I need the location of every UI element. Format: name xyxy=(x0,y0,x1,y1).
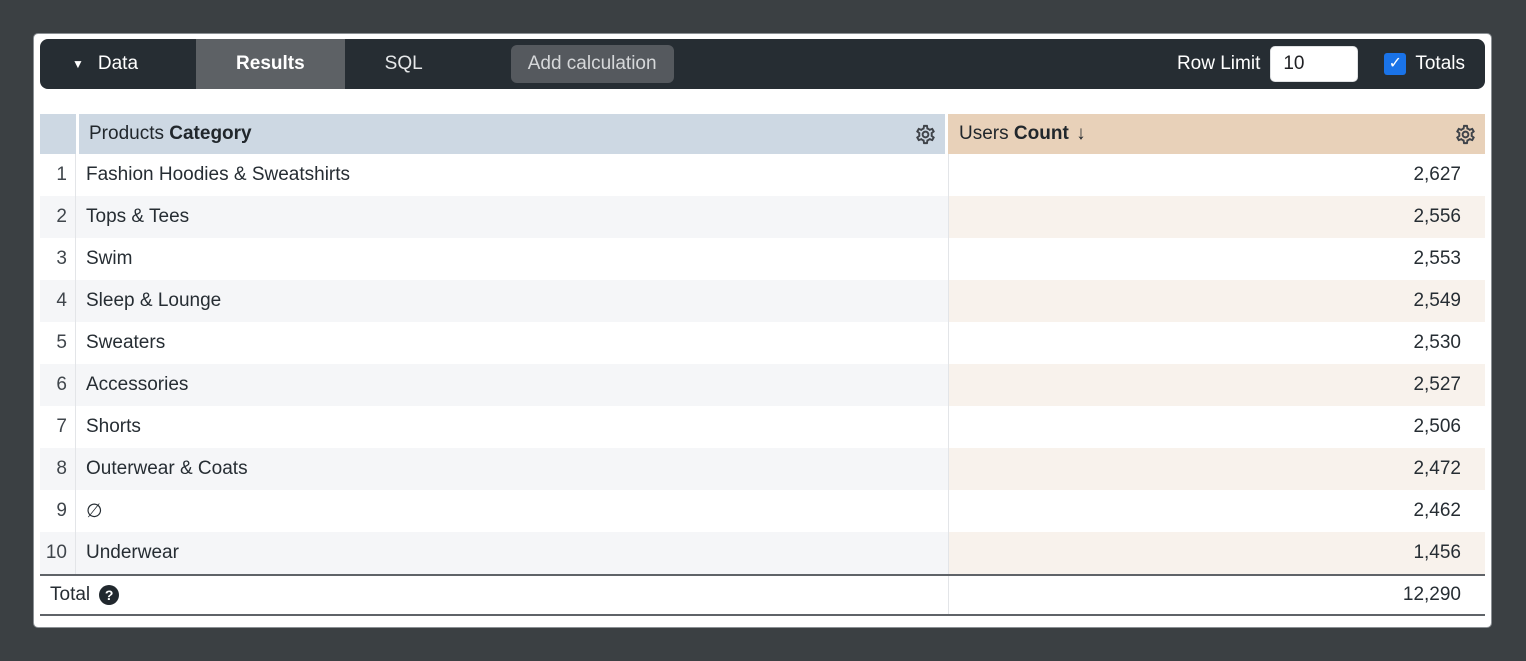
table-row[interactable]: 8 Outerwear & Coats 2,472 xyxy=(40,448,1485,490)
table-header-row: Products Category Users Count ↓ xyxy=(40,114,1485,154)
tab-data[interactable]: ▼ Data xyxy=(40,39,196,89)
tab-results[interactable]: Results xyxy=(196,39,345,89)
table-row[interactable]: 2 Tops & Tees 2,556 xyxy=(40,196,1485,238)
row-category[interactable]: Outerwear & Coats xyxy=(76,448,948,490)
tab-data-label: Data xyxy=(97,53,139,74)
total-label-cell: Total ? xyxy=(40,576,948,614)
row-count[interactable]: 2,627 xyxy=(948,154,1485,196)
totals-checkbox[interactable]: ✓ xyxy=(1384,53,1407,75)
row-number: 6 xyxy=(40,364,76,406)
check-icon: ✓ xyxy=(1388,55,1403,72)
table-row[interactable]: 3 Swim 2,553 xyxy=(40,238,1485,280)
tab-results-label: Results xyxy=(236,53,305,74)
total-row: Total ? 12,290 xyxy=(40,574,1485,616)
help-icon[interactable]: ? xyxy=(99,585,120,605)
chevron-down-icon: ▼ xyxy=(72,57,84,71)
row-count[interactable]: 2,506 xyxy=(948,406,1485,448)
table-row[interactable]: 1 Fashion Hoodies & Sweatshirts 2,627 xyxy=(40,154,1485,196)
row-number: 8 xyxy=(40,448,76,490)
row-category[interactable]: Sweaters xyxy=(86,332,166,353)
row-count[interactable]: 1,456 xyxy=(948,532,1485,574)
row-category[interactable]: Tops & Tees xyxy=(76,196,948,238)
row-category[interactable]: Fashion Hoodies & Sweatshirts xyxy=(86,164,351,185)
add-calculation-button[interactable]: Add calculation xyxy=(510,45,674,83)
table-body: 1 Fashion Hoodies & Sweatshirts 2,627 2 … xyxy=(40,154,1485,574)
row-number: 1 xyxy=(40,154,76,196)
header-row-number-cell xyxy=(40,114,76,154)
row-category[interactable]: Shorts xyxy=(86,416,141,437)
tab-sql[interactable]: SQL xyxy=(345,39,463,89)
row-number: 5 xyxy=(40,322,76,364)
table-row[interactable]: 6 Accessories 2,527 xyxy=(40,364,1485,406)
tab-sql-label: SQL xyxy=(384,53,423,74)
row-count[interactable]: 2,556 xyxy=(948,196,1485,238)
table-row[interactable]: 10 Underwear 1,456 xyxy=(40,532,1485,574)
totals-label: Totals xyxy=(1415,53,1465,74)
sort-desc-icon: ↓ xyxy=(1076,123,1086,144)
gear-icon[interactable] xyxy=(914,123,937,146)
gear-icon[interactable] xyxy=(1454,123,1477,146)
table-row[interactable]: 4 Sleep & Lounge 2,549 xyxy=(40,280,1485,322)
header-users-count[interactable]: Users Count ↓ xyxy=(948,114,1485,154)
total-count: 12,290 xyxy=(948,576,1485,614)
explore-results-panel: ▼ Data Results SQL Add calculation Row L… xyxy=(33,33,1492,628)
row-count[interactable]: 2,472 xyxy=(948,448,1485,490)
row-number: 9 xyxy=(40,490,76,532)
row-category[interactable]: ∅ xyxy=(86,500,103,522)
row-limit-label: Row Limit xyxy=(1176,53,1261,74)
row-count[interactable]: 2,553 xyxy=(948,238,1485,280)
table-row[interactable]: 5 Sweaters 2,530 xyxy=(40,322,1485,364)
row-number: 10 xyxy=(40,532,76,574)
table-row[interactable]: 9 ∅ 2,462 xyxy=(40,490,1485,532)
row-limit-input[interactable] xyxy=(1270,46,1359,82)
row-count[interactable]: 2,462 xyxy=(948,490,1485,532)
row-count[interactable]: 2,527 xyxy=(948,364,1485,406)
toolbar: ▼ Data Results SQL Add calculation Row L… xyxy=(40,39,1485,89)
header-products-category[interactable]: Products Category xyxy=(79,114,945,154)
results-table: Products Category Users Count ↓ 1 Fashio… xyxy=(40,114,1485,616)
row-number: 3 xyxy=(40,238,76,280)
row-count[interactable]: 2,530 xyxy=(948,322,1485,364)
total-label: Total xyxy=(50,584,91,605)
row-category[interactable]: Accessories xyxy=(76,364,948,406)
header-users-count-label: Users Count ↓ xyxy=(959,123,1086,144)
row-number: 7 xyxy=(40,406,76,448)
row-number: 4 xyxy=(40,280,76,322)
row-category[interactable]: Swim xyxy=(86,248,133,269)
row-category[interactable]: Sleep & Lounge xyxy=(76,280,948,322)
header-products-category-label: Products Category xyxy=(89,123,252,144)
row-count[interactable]: 2,549 xyxy=(948,280,1485,322)
table-row[interactable]: 7 Shorts 2,506 xyxy=(40,406,1485,448)
row-category[interactable]: Underwear xyxy=(76,532,948,574)
row-number: 2 xyxy=(40,196,76,238)
